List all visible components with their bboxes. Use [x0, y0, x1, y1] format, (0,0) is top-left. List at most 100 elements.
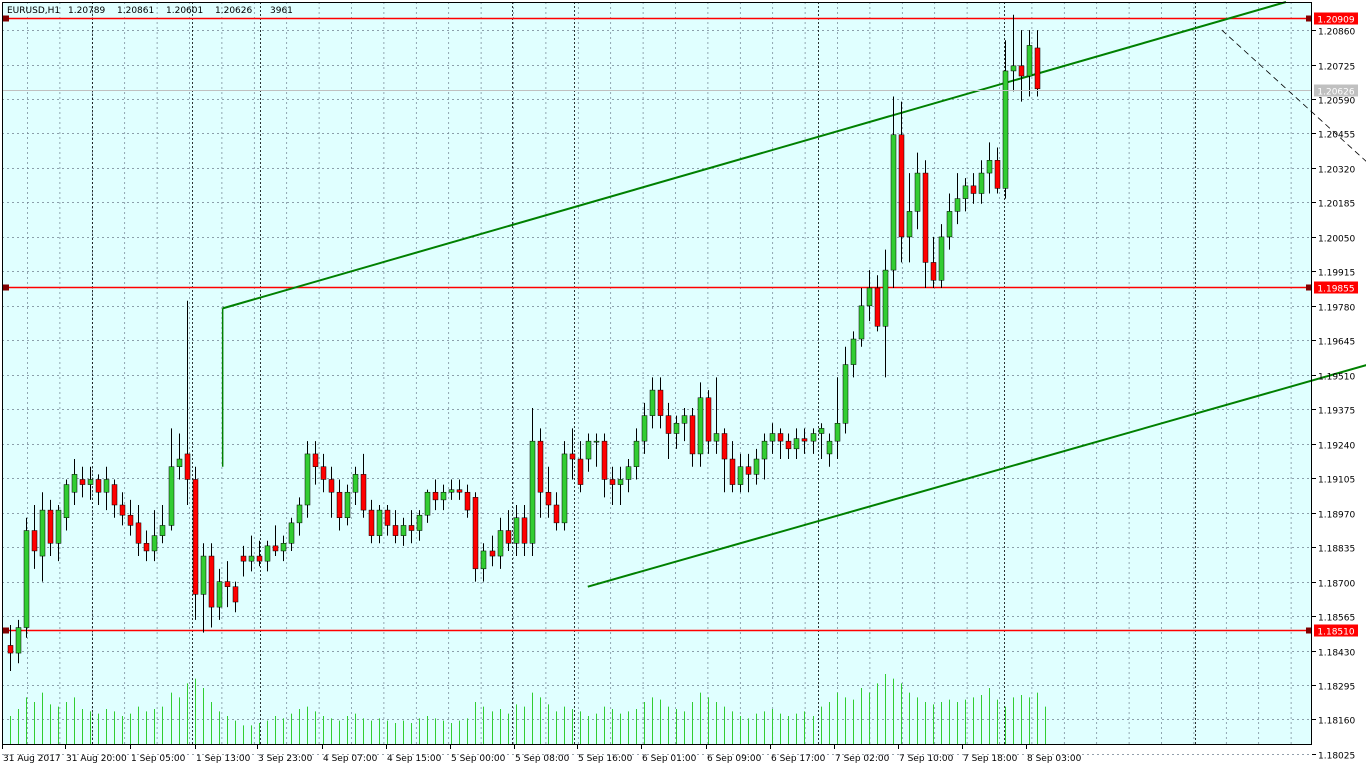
current-price-label: 1.20626 [1317, 88, 1354, 98]
level-price-label-bg [1314, 624, 1358, 637]
price-tick-label: 1.20185 [1318, 200, 1355, 210]
candle-bear [729, 458, 736, 485]
level-price-label-bg [1314, 281, 1358, 294]
candle-bull [448, 489, 455, 493]
header-low: 1.20601 [166, 6, 203, 16]
time-tick-label: 7 Sep 10:00 [899, 754, 954, 764]
header-symbol: EURUSD,H1 [7, 6, 60, 16]
price-tick-label: 1.18295 [1318, 683, 1355, 693]
time-tick-label: 4 Sep 07:00 [323, 754, 378, 764]
candle-bear [601, 440, 608, 480]
candle-bear [432, 491, 439, 501]
level-anchor-right [1306, 284, 1312, 291]
candle-bull [264, 545, 271, 562]
candle-bear [705, 397, 712, 442]
candle-bull [633, 440, 640, 467]
candle-bull [978, 172, 985, 194]
candle-bear [232, 586, 239, 603]
candle-bull [304, 453, 311, 506]
candle-bear [785, 440, 792, 450]
horizontal-levels[interactable]: 1.20909 1.19855 1.18510 [2, 12, 1358, 638]
candle-bull [63, 484, 70, 519]
candle-bull [761, 440, 768, 460]
candle-bull [914, 172, 921, 212]
time-tick-label: 1 Sep 13:00 [196, 754, 251, 764]
price-tick-label: 1.20455 [1318, 131, 1355, 141]
price-tick-label: 1.19915 [1318, 269, 1355, 279]
price-tick-label: 1.18565 [1318, 614, 1355, 624]
candle-bull [850, 338, 857, 365]
time-tick-label: 5 Sep 16:00 [578, 754, 633, 764]
candle-bull [424, 491, 431, 516]
candle-bear [256, 555, 263, 562]
candle-bear [1018, 65, 1025, 77]
candle-bear [898, 134, 905, 238]
header-open: 1.20789 [68, 6, 105, 16]
candle-bull [753, 458, 760, 475]
time-tick-label: 5 Sep 00:00 [451, 754, 506, 764]
time-tick-label: 8 Sep 03:00 [1027, 754, 1082, 764]
candle-bull [890, 134, 897, 271]
trendlines[interactable] [221, 1, 1366, 588]
candle-bear [930, 262, 937, 281]
candle-bear [31, 530, 38, 552]
candle-bull [938, 236, 945, 281]
candle-bear [545, 491, 552, 506]
price-tick-label: 1.20590 [1318, 97, 1355, 107]
candle-bull [344, 491, 351, 519]
candle-bear [994, 160, 1001, 189]
candle-bear [464, 491, 471, 511]
candle-bear [777, 433, 784, 442]
candle-bull [1002, 70, 1009, 189]
candle-bear [368, 509, 375, 536]
volume-bars [10, 674, 1046, 744]
candle-bear [47, 509, 54, 544]
price-tick-label: 1.19240 [1318, 442, 1355, 452]
time-tick-label: 7 Sep 02:00 [835, 754, 890, 764]
candle-bull [87, 479, 94, 485]
candle-bull [641, 415, 648, 442]
candle-bear [240, 555, 247, 562]
candle-bull [697, 397, 704, 455]
candle-bull [168, 466, 175, 526]
candle-bear [272, 545, 279, 552]
header-volume: 3961 [270, 6, 293, 16]
candle-bear [657, 389, 664, 416]
price-tick-label: 1.19645 [1318, 338, 1355, 348]
candle-bear [408, 525, 415, 531]
level-price-label: 1.18510 [1317, 628, 1354, 638]
candle-bull [159, 525, 166, 536]
plot-border [2, 2, 1312, 745]
candle-bear [328, 479, 335, 493]
time-tick-label: 3 Sep 23:00 [258, 754, 313, 764]
current-price-label-bg [1314, 84, 1358, 97]
candle-bull [882, 269, 889, 327]
price-tick-label: 1.20320 [1318, 166, 1355, 176]
candle-bull [769, 433, 776, 442]
candle-bear [456, 489, 463, 493]
candle-bear [970, 185, 977, 194]
chart-header: EURUSD,H1 1.20789 1.20861 1.20601 1.2062… [7, 6, 293, 16]
candle-bull [23, 530, 30, 628]
candle-bull [866, 287, 873, 307]
candle-bear [745, 466, 752, 475]
candle-bear [119, 504, 126, 516]
candle-bear [665, 415, 672, 434]
candle-bull [625, 466, 632, 480]
time-tick-label: 6 Sep 01:00 [642, 754, 697, 764]
price-tick-label: 1.18430 [1318, 649, 1355, 659]
projection-trendline [1221, 29, 1366, 162]
candle-bull [376, 509, 383, 536]
candle-bull [810, 433, 817, 442]
plot-area[interactable] [2, 2, 1312, 745]
candle-bear [801, 438, 808, 442]
candle-bear [721, 433, 728, 460]
candle-bear [79, 479, 86, 485]
candle-bear [489, 550, 496, 557]
candle-bear [184, 453, 191, 480]
candle-bull [440, 491, 447, 501]
candle-bull [842, 364, 849, 424]
candle-bear [384, 509, 391, 526]
